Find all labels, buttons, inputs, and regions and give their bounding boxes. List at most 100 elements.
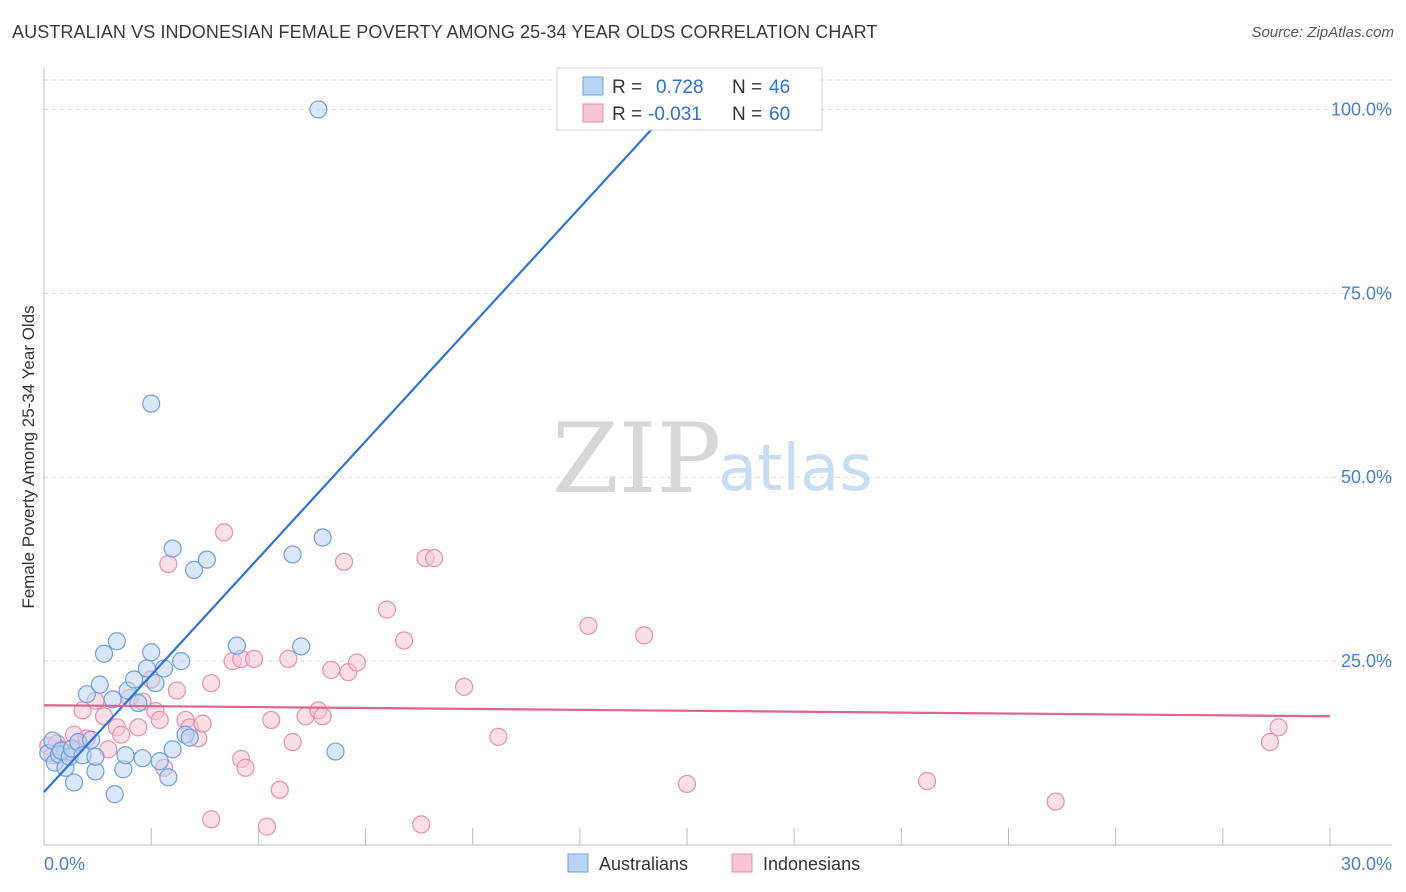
australians-trendline <box>43 108 671 793</box>
australians-point <box>124 670 144 689</box>
indonesians-point <box>129 718 148 737</box>
australians-point <box>227 636 246 655</box>
indonesians-point <box>202 810 221 829</box>
australians-point <box>292 637 311 656</box>
legend-r-label-indonesians: R = <box>612 104 642 125</box>
indonesians-point <box>322 660 341 680</box>
legend-n-value-australians: 46 <box>769 77 790 98</box>
indonesians-point <box>394 631 414 650</box>
australians-point <box>86 747 105 766</box>
x-tick-label-min: 0.0% <box>44 854 85 874</box>
indonesians-point <box>202 674 221 693</box>
indonesians-point <box>917 771 937 791</box>
indonesians-point <box>347 653 367 672</box>
indonesians-trendline <box>43 704 1331 718</box>
legend-swatch-indonesians <box>582 103 604 123</box>
indonesians-point <box>270 780 289 799</box>
indonesians-point <box>677 774 697 794</box>
australians-point <box>180 728 199 747</box>
watermark-zip: ZIP <box>552 403 721 515</box>
indonesians-point <box>257 817 277 836</box>
series-legend-swatch-australians <box>567 853 589 873</box>
legend-r-value-indonesians: -0.031 <box>648 104 702 125</box>
indonesians-point <box>489 727 508 746</box>
y-tick-label: 100.0% <box>1331 99 1392 119</box>
australians-point <box>64 773 84 792</box>
chart-title: AUSTRALIAN VS INDONESIAN FEMALE POVERTY … <box>12 22 878 42</box>
indonesians-point <box>377 600 397 619</box>
indonesians-point <box>1269 718 1288 737</box>
series-legend-label-australians: Australians <box>599 854 688 874</box>
y-tick-label: 25.0% <box>1341 651 1392 671</box>
indonesians-point <box>214 523 234 542</box>
legend-n-label-australians: N = <box>732 77 762 98</box>
australians-point <box>163 740 182 759</box>
x-tick-labels: 0.0% 30.0% <box>44 854 1392 874</box>
australians-point <box>197 550 216 569</box>
indonesians-point <box>454 677 474 696</box>
watermark: ZIP atlas <box>552 403 873 515</box>
indonesians-point <box>150 710 169 730</box>
australians-point <box>142 394 161 413</box>
legend-n-value-indonesians: 60 <box>769 104 790 125</box>
y-tick-labels: 25.0% 50.0% 75.0% 100.0% <box>1331 99 1392 671</box>
y-tick-label: 50.0% <box>1341 467 1392 487</box>
indonesians-point <box>262 710 281 730</box>
gridlines <box>44 79 1392 662</box>
indonesians-point <box>635 626 654 645</box>
y-axis-label: Female Poverty Among 25-34 Year Olds <box>19 305 38 608</box>
australians-point <box>77 685 96 704</box>
legend-n-label-indonesians: N = <box>732 104 762 125</box>
indonesians-point <box>159 554 178 574</box>
legend-swatch-australians <box>582 76 604 96</box>
axes <box>43 68 1392 846</box>
australians-point <box>283 545 302 564</box>
indonesians-point <box>193 714 212 733</box>
indonesians-point <box>1260 732 1280 752</box>
x-tick-label-max: 30.0% <box>1341 854 1392 874</box>
australians-point <box>133 749 152 768</box>
australians-point <box>313 528 332 547</box>
australians-point <box>159 768 178 787</box>
australians-point <box>184 560 204 579</box>
australians-point <box>94 644 114 663</box>
australians-point <box>105 785 124 804</box>
indonesians-point <box>424 549 444 568</box>
australians-point <box>103 690 122 709</box>
australians-points <box>39 100 345 804</box>
australians-point <box>142 643 161 662</box>
australians-point <box>129 693 148 713</box>
indonesians-point <box>279 649 298 668</box>
watermark-atlas: atlas <box>718 432 873 506</box>
indonesians-point <box>313 707 332 726</box>
australians-point <box>163 539 182 558</box>
source-credit: Source: ZipAtlas.com <box>1251 24 1394 41</box>
australians-point <box>90 675 109 694</box>
series-legend-swatch-indonesians <box>731 853 753 873</box>
indonesians-point <box>334 552 354 571</box>
australians-point <box>326 742 345 761</box>
series-legend-label-indonesians: Indonesians <box>763 854 860 874</box>
correlation-legend: R = 0.728 N = 46 R = -0.031 N = 60 <box>556 67 823 131</box>
legend-r-label-australians: R = <box>612 77 642 98</box>
trendlines <box>43 108 1331 793</box>
australians-point <box>172 652 191 671</box>
indonesians-points <box>39 523 1288 836</box>
indonesians-point <box>112 725 131 744</box>
australians-point <box>309 100 328 119</box>
indonesians-point <box>412 815 431 834</box>
indonesians-point <box>1046 792 1065 811</box>
indonesians-point <box>236 758 255 777</box>
series-legend: Australians Indonesians <box>567 853 860 874</box>
indonesians-point <box>244 649 264 668</box>
australians-point <box>116 746 135 765</box>
indonesians-point <box>167 681 186 700</box>
indonesians-point <box>283 732 302 752</box>
australians-point <box>146 674 165 693</box>
australians-point <box>107 632 126 651</box>
indonesians-point <box>579 616 598 635</box>
australians-point <box>150 752 169 771</box>
x-tick-marks <box>43 828 1331 845</box>
y-tick-label: 75.0% <box>1341 283 1392 303</box>
